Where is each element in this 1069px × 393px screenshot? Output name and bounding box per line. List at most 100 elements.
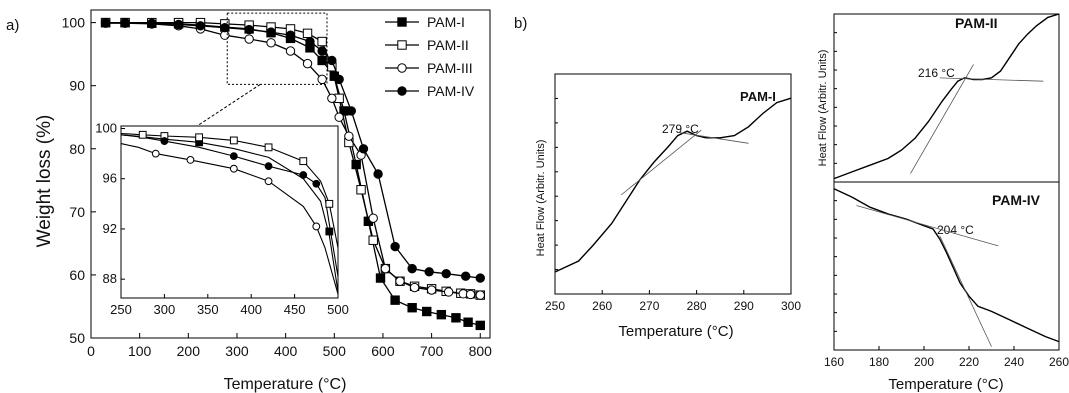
legend-marker: [397, 86, 407, 96]
tga-data-point: [465, 289, 476, 300]
inset-data-point: [195, 133, 204, 142]
tga-chart: Weight loss (%) Temperature (°C) 0 100 200…: [34, 9, 493, 393]
tga-data-point: [195, 21, 206, 31]
legend-marker: [397, 17, 407, 27]
tga-data-point: [407, 303, 417, 313]
dsc-pam-ii-annotation: 216 °C: [918, 66, 955, 80]
inset-y-tick-label: 100: [95, 121, 117, 136]
panel-label-b: b): [514, 15, 527, 32]
tangent-line: [910, 64, 974, 174]
tga-data-point: [426, 285, 437, 295]
inset-data-point: [138, 130, 147, 139]
tga-data-point: [173, 19, 184, 30]
inset-y-tick-label: 88: [103, 271, 117, 286]
tangent-line: [620, 129, 702, 196]
tangent-line: [856, 205, 999, 247]
legend-label: PAM-I: [427, 14, 465, 30]
tga-x-tick-label: 700: [420, 343, 444, 359]
tga-y-tick-label: 80: [69, 141, 85, 157]
tga-data-point: [244, 34, 254, 44]
dsc-pam-ii-title: PAM-II: [955, 15, 998, 31]
tga-data-point: [305, 36, 315, 47]
tga-data-point: [368, 235, 378, 245]
dsc-x-tick-label: 160: [824, 355, 844, 369]
tga-data-point: [460, 271, 471, 281]
dsc-pam-iv-annotation: 204 °C: [937, 223, 974, 237]
dsc-pam-ii-chart: PAM-II 216 °C Heat Flow (Arbitr. Units): [817, 13, 1060, 183]
tga-y-tick-label: 50: [69, 330, 85, 346]
tga-x-tick-label: 600: [371, 343, 395, 359]
legend-label: PAM-II: [427, 37, 469, 53]
inset-y-tick-label: 92: [103, 221, 117, 236]
inset-data-point: [299, 171, 308, 179]
tga-data-point: [375, 273, 386, 283]
inset-series-line: [120, 134, 339, 277]
inset-data-point: [229, 164, 238, 173]
tga-data-point: [390, 241, 400, 252]
dsc-plot-frame: [833, 13, 1060, 183]
dsc-x-tick-label: 180: [869, 355, 889, 369]
inset-series-line: [120, 143, 339, 295]
inset-data-point: [264, 177, 273, 186]
inset-data-point: [229, 136, 238, 145]
tga-data-point: [317, 36, 327, 47]
tga-data-point: [317, 46, 327, 56]
zoom-box: [226, 12, 328, 85]
inset-data-point: [186, 155, 195, 164]
tga-plot-frame: [90, 9, 491, 339]
dsc-pam-iv-chart: PAM-IV 204 °C Temperature (°C) 160 180 200…: [824, 181, 1069, 393]
dsc-x-tick-label: 240: [1004, 355, 1024, 369]
tga-data-point: [424, 267, 434, 277]
inset-data-point: [325, 227, 334, 236]
tga-data-point: [475, 320, 485, 331]
tga-data-point: [395, 276, 405, 286]
tga-data-point: [327, 93, 337, 104]
tga-data-point: [443, 287, 454, 297]
tga-series-line: [105, 21, 481, 279]
tga-x-tick-label: 0: [87, 343, 95, 359]
dsc-x-tick-label: 220: [959, 355, 979, 369]
legend-marker: [397, 63, 407, 73]
tangent-line: [939, 235, 992, 347]
tga-data-point: [436, 309, 447, 320]
inset-data-point: [312, 222, 321, 231]
tga-data-point: [422, 306, 432, 317]
inset-x-tick-label: 450: [284, 302, 306, 317]
dsc-curve: [833, 13, 1060, 180]
tga-data-point: [380, 263, 391, 274]
tga-data-point: [346, 106, 357, 116]
tga-data-point: [100, 17, 111, 28]
dsc-plot-frame: [554, 73, 792, 295]
tga-data-point: [334, 112, 344, 122]
dsc-curve: [833, 188, 1060, 343]
inset-x-tick-label: 250: [110, 302, 132, 317]
dsc-x-tick-label: 300: [781, 299, 801, 313]
dsc-x-tick-label: 260: [592, 299, 612, 313]
inset-x-tick-label: 500: [327, 302, 349, 317]
legend-marker: [397, 40, 407, 50]
tga-data-point: [334, 74, 344, 85]
inset-x-tick-label: 300: [154, 302, 176, 317]
tga-data-point: [317, 74, 327, 85]
dsc-x-tick-label: 200: [914, 355, 934, 369]
tga-data-point: [463, 317, 473, 327]
tga-data-point: [266, 27, 276, 37]
tga-x-axis-label: Temperature (°C): [224, 376, 347, 393]
tga-y-tick-label: 100: [62, 15, 86, 31]
tga-data-point: [407, 263, 417, 274]
inset-y-tick-label: 96: [103, 171, 117, 186]
tga-y-tick-label: 90: [69, 78, 85, 94]
tangent-line: [677, 131, 749, 144]
tga-data-point: [120, 17, 130, 28]
dsc-pam-i-title: PAM-I: [740, 89, 776, 104]
tga-data-point: [475, 290, 485, 300]
tga-data-point: [327, 55, 337, 66]
inset-data-point: [299, 157, 308, 166]
tga-data-point: [285, 46, 296, 56]
inset-series-line: [120, 132, 339, 248]
tga-x-tick-label: 400: [274, 343, 298, 359]
inset-data-point: [312, 179, 321, 188]
tga-x-tick-label: 800: [469, 343, 493, 359]
legend-label: PAM-III: [427, 60, 473, 76]
